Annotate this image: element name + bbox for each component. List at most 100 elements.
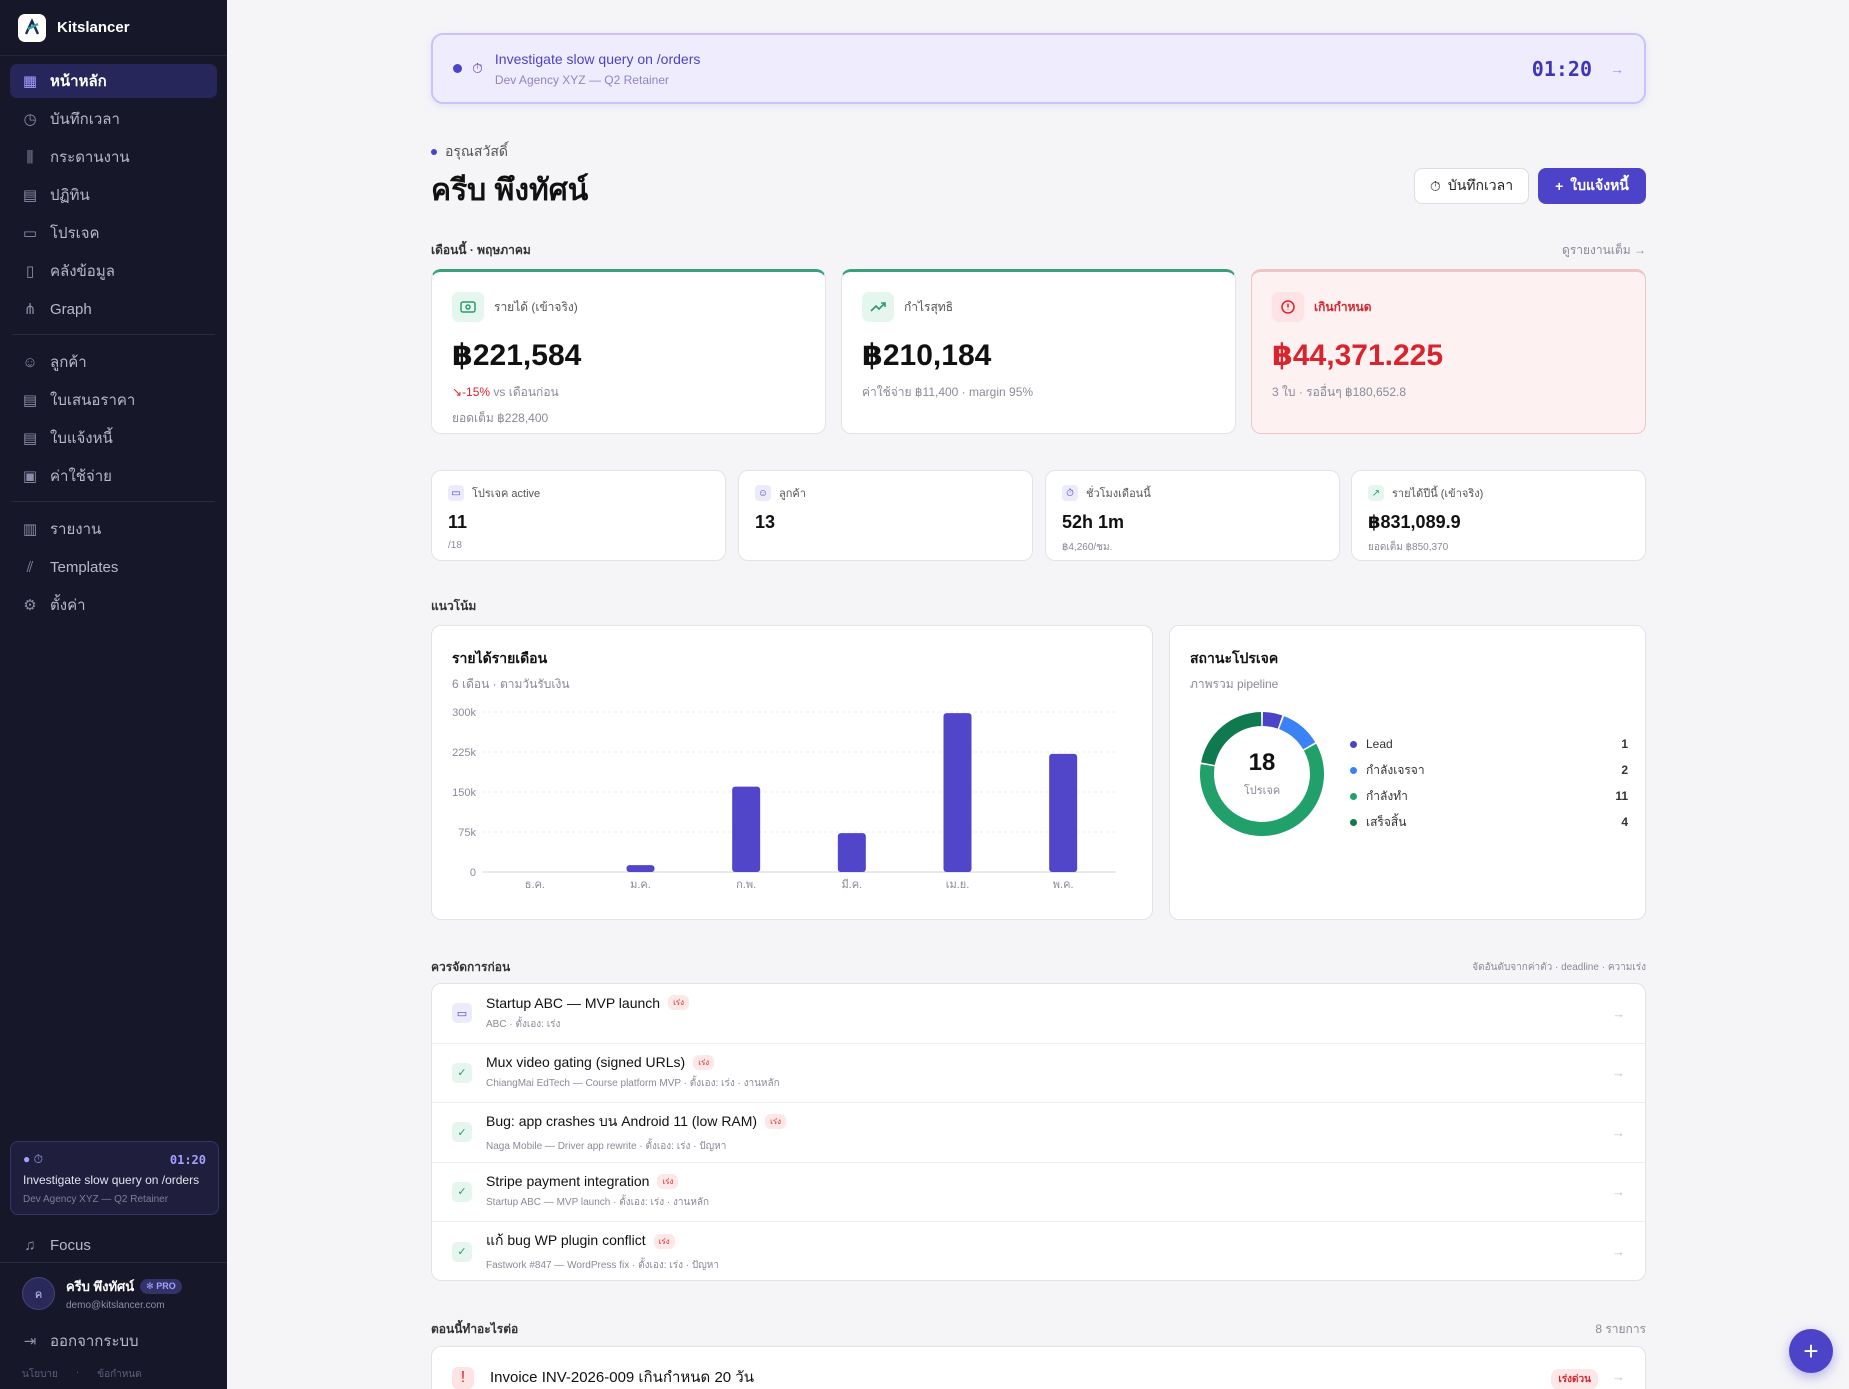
task-title: Stripe payment integration [486,1173,650,1190]
sidebar-item-graph[interactable]: ⋔ Graph [10,292,217,326]
sidebar-item-users[interactable]: ☺ ลูกค้า [10,345,217,379]
kpi-revenue[interactable]: รายได้ (เข้าจริง) ฿221,584 ↘-15% vs เดือ… [431,269,826,434]
plus-icon: + [1555,178,1564,194]
donut-slice-0[interactable] [1262,712,1283,729]
sidebar-item-quote[interactable]: ▤ ใบเสนอราคา [10,383,217,417]
chart-title: รายได้รายเดือน [452,650,548,666]
full-report-link[interactable]: ดูรายงานเต็ม → [1562,243,1646,257]
urgent-tag: เร่ง [668,995,689,1011]
library-icon: ⫽ [26,558,34,576]
kpi-label: กำไรสุทธิ [904,299,954,314]
task-title: Startup ABC — MVP launch [486,994,661,1011]
kpi-label: รายได้ (เข้าจริง) [494,299,578,314]
logout-label: ออกจากระบบ [50,1333,139,1350]
sidebar-item-calendar[interactable]: ▤ ปฏิทิน [10,178,217,212]
greeting-dot-icon [431,149,437,155]
sidebar-item-dashboard[interactable]: ▦ หน้าหลัก [10,64,217,98]
alert-icon: ! [452,1367,474,1389]
bar-chart-icon: ▥ [22,521,38,538]
running-timer-banner[interactable]: ⏱ Investigate slow query on /orders Dev … [431,33,1646,104]
next-count: 8 รายการ [1595,1322,1646,1336]
check-circle-icon: ✓ [452,1062,472,1083]
sidebar-item-book[interactable]: ▯ คลังข้อมูล [10,254,217,288]
nav-divider [12,501,215,502]
trending-up-icon [862,292,894,322]
sidebar-item-label: กระดานงาน [50,149,130,166]
status-subtitle: ภาพรวม pipeline [1190,677,1279,691]
sidebar-item-folder[interactable]: ▭ โปรเจค [10,216,217,250]
task-row[interactable]: ✓ Mux video gating (signed URLs) เร่ง Chian… [432,1044,1645,1103]
task-subtitle: ABC · ตั้งเอง: เร่ง [486,1018,561,1030]
legend-label: กำลังทำ [1366,788,1408,803]
check-circle-icon: ✓ [452,1122,472,1143]
new-invoice-button[interactable]: + ใบแจ้งหนี้ [1538,168,1646,204]
terms-link[interactable]: ข้อกำหนด [97,1369,142,1380]
legend-item: เสร็จสิ้น 4 [1350,809,1628,835]
bar-3[interactable] [837,833,866,872]
next-action-item[interactable]: ! Invoice INV-2026-009 เกินกำหนด 20 วัน … [431,1346,1646,1389]
stat-label: โปรเจค active [472,488,541,500]
sidebar-item-label: บันทึกเวลา [50,111,120,128]
bar-5[interactable] [1049,753,1078,872]
urgent-tag: เร่ง [657,1173,679,1189]
status-title: สถานะโปรเจค [1190,650,1279,666]
task-row[interactable]: ✓ Stripe payment integration เร่ง Startup A… [432,1163,1645,1222]
bar-4[interactable] [943,713,972,872]
urgent-tag: เร่ง [693,1054,715,1070]
stat-hours[interactable]: ⏱ ชั่วโมงเดือนนี้ 52h 1m ฿4,260/ชม. [1045,470,1340,561]
music-icon: ♫ [24,1236,36,1254]
logout-button[interactable]: ⇥ ออกจากระบบ [10,1324,219,1358]
arrow-right-icon: → [1612,1369,1625,1384]
policy-link[interactable]: นโยบาย [22,1369,58,1380]
sidebar-item-clock[interactable]: ◷ บันทึกเวลา [10,102,217,136]
sidebar-item-label: ใบแจ้งหนี้ [50,430,113,447]
y-tick-label: 0 [470,867,476,879]
user-profile[interactable]: ค ครีบ พึงทัศน์ ✻ PRO demo@kitslancer.com [22,1276,182,1311]
kpi-overdue[interactable]: เกินกำหนด ฿44,371.225 3 ใบ · รออื่นๆ ฿18… [1251,269,1646,434]
add-fab-button[interactable]: + [1789,1329,1833,1373]
stat-label: ชั่วโมงเดือนนี้ [1086,488,1151,500]
sidebar-item-wallet[interactable]: ▣ ค่าใช้จ่าย [10,459,217,493]
donut-slice-3[interactable] [1201,712,1262,765]
sidebar-item-kanban[interactable]: ⫼ กระดานงาน [10,140,217,174]
stat-sub: ยอดเต็ม ฿850,370 [1368,542,1449,553]
task-row[interactable]: ✓ แก้ bug WP plugin conflict เร่ง Fastwork … [432,1222,1645,1280]
legend-label: เสร็จสิ้น [1366,814,1407,829]
stat-active-projects[interactable]: ▭ โปรเจค active 11 /18 [431,470,726,561]
sidebar-item-label: ค่าใช้จ่าย [50,468,112,485]
kpi-value: ฿44,371.225 [1272,339,1444,372]
task-row[interactable]: ▭ Startup ABC — MVP launch เร่ง ABC · ตั้งเ… [432,984,1645,1044]
stat-clients[interactable]: ☺ ลูกค้า 13 [738,470,1033,561]
folder-icon: ▭ [448,485,464,501]
x-tick-label: ธ.ค. [525,879,545,891]
sidebar-timer-card[interactable]: ● ⏱ 01:20 Investigate slow query on /ord… [10,1141,219,1215]
priority-section-label: ควรจัดการก่อน [431,960,511,974]
donut-slice-2[interactable] [1200,743,1324,836]
user-name: ครีบ พึงทัศน์ [66,1279,135,1294]
greeting: อรุณสวัสดิ์ [431,141,508,163]
kpi-sub: 3 ใบ · รออื่นๆ ฿180,652.8 [1272,385,1407,399]
greeting-text: อรุณสวัสดิ์ [445,143,508,159]
status-donut-chart [1200,712,1324,836]
log-time-button[interactable]: ⏱ บันทึกเวลา [1414,168,1529,204]
x-tick-label: พ.ค. [1053,879,1074,891]
task-row[interactable]: ✓ Bug: app crashes บน Android 11 (low RAM… [432,1103,1645,1163]
sidebar-item-invoice[interactable]: ▤ ใบแจ้งหนี้ [10,421,217,455]
kpi-profit[interactable]: กำไรสุทธิ ฿210,184 ค่าใช้จ่าย ฿11,400 · … [841,269,1236,434]
brand[interactable]: Kitslancer [0,0,227,56]
sidebar-item-bar-chart[interactable]: ▥ รายงาน [10,512,217,546]
trend-section-label: แนวโน้ม [431,599,477,613]
arrow-right-icon[interactable]: → [1610,60,1624,77]
stat-yearly-revenue[interactable]: ↗ รายได้ปีนี้ (เข้าจริง) ฿831,089.9 ยอดเต… [1351,470,1646,561]
donut-slice-1[interactable] [1279,716,1316,750]
revenue-bar-chart: 0 75k 150k 225k 300k ธ.ค. ม.ค. ก.พ. มี.ค. เม.ย. พ.… [452,707,1116,891]
y-tick-label: 225k [452,747,476,759]
sidebar-item-focus[interactable]: ♫ Focus [10,1228,219,1262]
urgent-badge: เร่งด่วน [1551,1369,1598,1389]
priority-note: จัดอันดับจากค่าตัว · deadline · ความเร่ง [1472,962,1646,973]
kpi-sub: ยอดเต็ม ฿228,400 [452,411,549,425]
sidebar-item-library[interactable]: ⫽ Templates [10,550,217,584]
sidebar-item-gear[interactable]: ⚙ ตั้งค่า [10,588,217,622]
bar-2[interactable] [732,786,761,872]
bar-1[interactable] [626,865,655,872]
